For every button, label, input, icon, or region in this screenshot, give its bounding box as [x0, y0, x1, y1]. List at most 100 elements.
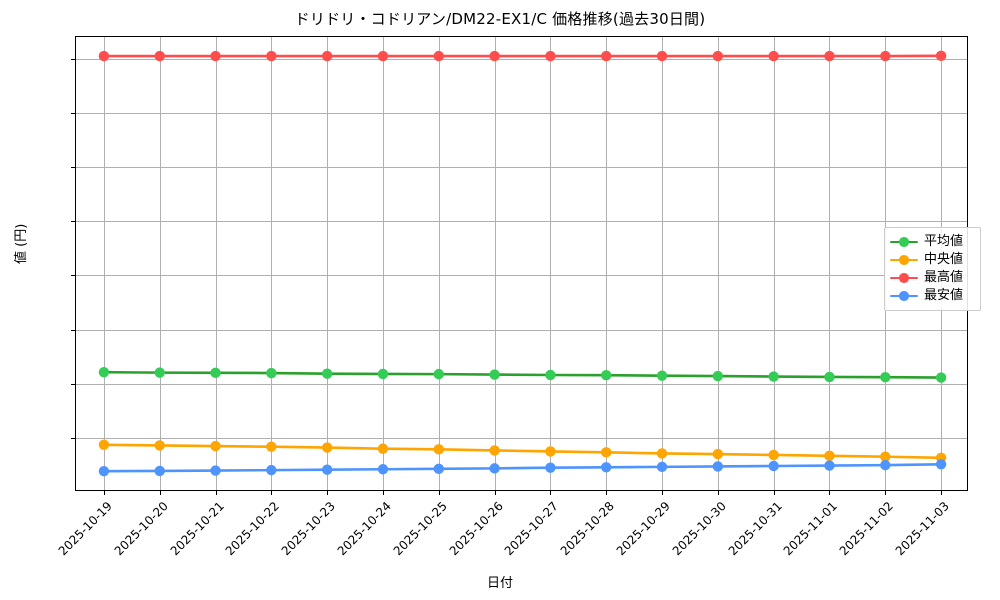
data-point — [935, 459, 947, 470]
y-tick-mark — [71, 167, 76, 168]
data-point — [880, 451, 891, 462]
legend-item-中央値[interactable]: 中央値 — [889, 251, 976, 269]
data-point — [656, 448, 668, 459]
chart-title: ドリドリ・コドリアン/DM22-EX1/C 価格推移(過去30日間) — [294, 10, 706, 28]
gridline-horizontal — [76, 329, 967, 331]
data-point — [656, 50, 668, 62]
legend-marker-icon — [889, 289, 919, 303]
gridline-horizontal — [76, 112, 967, 114]
gridline-vertical — [271, 37, 273, 490]
data-point — [433, 50, 444, 62]
data-point — [266, 464, 277, 476]
legend-marker-icon — [889, 271, 919, 285]
series-line — [102, 370, 943, 379]
gridline-vertical — [550, 37, 552, 490]
data-point — [656, 370, 668, 381]
legend-item-最高値[interactable]: 最高値 — [889, 269, 976, 287]
data-point — [712, 370, 724, 382]
data-point — [154, 440, 165, 451]
y-tick-mark — [71, 58, 76, 60]
data-point — [210, 50, 221, 62]
data-point — [880, 371, 891, 383]
gridline-vertical — [103, 37, 105, 490]
data-point — [489, 445, 500, 456]
data-point — [601, 447, 612, 458]
legend-label: 平均値 — [924, 234, 964, 249]
gridline-vertical — [438, 37, 440, 490]
data-point — [377, 368, 389, 380]
data-point — [98, 439, 110, 450]
legend-item-最安値[interactable]: 最安値 — [889, 287, 976, 305]
data-point — [266, 367, 277, 379]
gridline-horizontal — [76, 437, 967, 439]
data-point — [768, 371, 779, 382]
data-point — [824, 50, 835, 62]
x-tick-mark — [606, 490, 608, 495]
x-tick-mark — [159, 490, 161, 495]
gridline-vertical — [159, 37, 161, 490]
legend-label: 中央値 — [924, 252, 964, 267]
gridline-horizontal — [76, 383, 967, 385]
gridline-vertical — [327, 37, 329, 490]
data-point — [210, 440, 221, 452]
data-point — [935, 50, 947, 62]
series-最安値 — [98, 459, 947, 477]
legend-marker-icon — [889, 235, 919, 249]
x-tick-mark — [941, 490, 943, 495]
data-point — [768, 50, 779, 62]
gridline-horizontal — [76, 275, 967, 277]
y-tick-mark — [71, 112, 76, 114]
x-tick-mark — [327, 490, 329, 495]
data-point — [601, 370, 612, 381]
data-point — [824, 460, 835, 471]
series-中央値 — [98, 439, 947, 463]
series-line — [102, 443, 943, 460]
gridline-vertical — [382, 37, 384, 490]
data-point — [545, 462, 556, 473]
data-point — [98, 366, 110, 378]
series-最高値 — [98, 50, 947, 62]
x-tick-mark — [662, 490, 664, 495]
data-point — [154, 465, 165, 477]
data-point — [266, 441, 277, 452]
data-point — [98, 50, 110, 62]
plot-area — [71, 36, 968, 495]
gridline-vertical — [215, 37, 217, 490]
data-point — [824, 371, 835, 383]
data-point — [98, 466, 110, 477]
series-line — [102, 462, 943, 473]
data-point — [433, 463, 444, 475]
data-point — [154, 367, 165, 378]
legend-label: 最高値 — [924, 270, 964, 285]
y-tick-mark — [71, 221, 76, 223]
data-point — [712, 448, 724, 460]
gridline-horizontal — [76, 167, 967, 168]
y-tick-mark — [71, 329, 76, 331]
data-point — [545, 369, 556, 381]
data-point — [377, 50, 389, 62]
data-point — [377, 464, 389, 475]
x-tick-mark — [215, 490, 217, 495]
data-point — [321, 368, 333, 379]
data-point — [601, 462, 612, 473]
data-point — [712, 50, 724, 62]
data-point — [656, 461, 668, 473]
gridline-vertical — [717, 37, 719, 490]
data-point — [433, 444, 444, 455]
legend-label: 最安値 — [924, 288, 964, 303]
x-tick-mark — [829, 490, 831, 495]
data-point — [712, 461, 724, 472]
data-point — [377, 443, 389, 454]
x-tick-mark — [271, 490, 273, 495]
x-tick-mark — [717, 490, 719, 495]
data-point — [489, 369, 500, 380]
legend-item-平均値[interactable]: 平均値 — [889, 233, 976, 251]
x-tick-mark — [773, 490, 775, 495]
data-point — [768, 460, 779, 472]
gridline-vertical — [829, 37, 831, 490]
x-tick-mark — [885, 490, 887, 495]
data-point — [880, 459, 891, 471]
data-point — [210, 367, 221, 379]
legend-marker-icon — [889, 253, 919, 267]
data-point — [768, 449, 779, 461]
